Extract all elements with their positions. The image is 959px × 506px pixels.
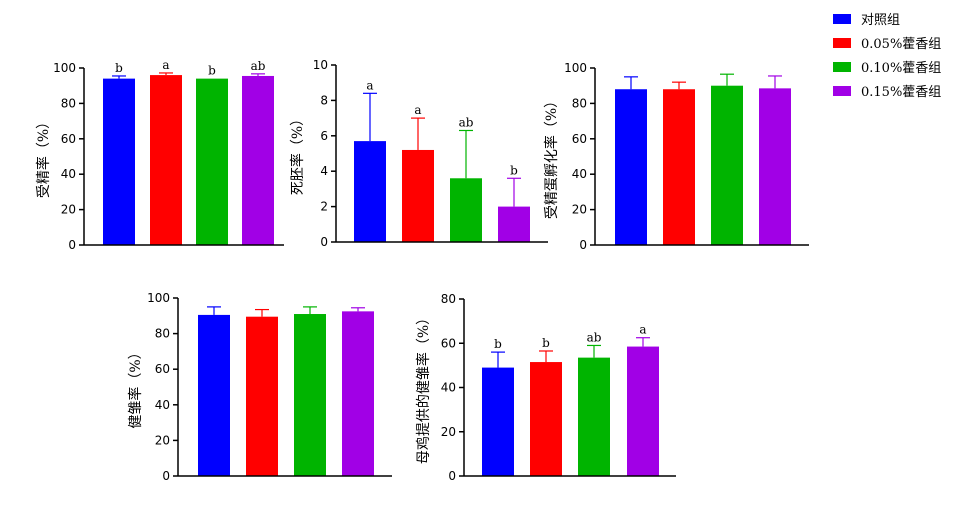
significance-label: a (414, 103, 421, 117)
bar (354, 141, 386, 242)
significance-label: b (510, 163, 518, 177)
y-tick-label: 0 (448, 469, 456, 483)
y-tick-label: 100 (147, 291, 170, 305)
y-tick-label: 10 (313, 58, 328, 72)
y-tick-label: 0 (162, 469, 170, 483)
y-tick-label: 60 (572, 132, 587, 146)
chart-panel: a a ab b 0 2 4 6 8 10 死胚率（%） (289, 58, 548, 249)
y-tick-label: 20 (441, 425, 456, 439)
significance-label: b (494, 337, 502, 351)
bar (246, 316, 278, 476)
chart-panel: b b ab a 0 20 40 60 80 母鸡提供的健雏率（%） (415, 292, 676, 483)
bar (711, 85, 743, 245)
y-axis-title: 死胚率（%） (289, 112, 306, 195)
legend-label: 0.15%藿香组 (861, 85, 941, 100)
bar (450, 178, 482, 242)
y-tick-label: 6 (320, 129, 328, 143)
y-tick-label: 20 (572, 203, 587, 217)
bar (498, 206, 530, 242)
significance-label: ab (459, 115, 474, 129)
bar (242, 75, 274, 245)
bar (103, 78, 135, 246)
legend-swatch (833, 14, 851, 24)
legend-swatch (833, 62, 851, 72)
bar (615, 89, 647, 246)
bar (150, 75, 182, 245)
y-tick-label: 40 (155, 398, 170, 412)
legend-label: 0.10%藿香组 (861, 61, 941, 76)
significance-label: a (639, 323, 646, 337)
significance-label: b (115, 61, 123, 75)
bar (402, 149, 434, 242)
legend-item: 0.15%藿香组 (833, 85, 941, 100)
significance-label: a (162, 58, 169, 72)
bar (627, 346, 659, 476)
legend-swatch (833, 86, 851, 96)
y-tick-label: 60 (61, 132, 76, 146)
y-tick-label: 2 (320, 200, 328, 214)
y-tick-label: 0 (579, 238, 587, 252)
chart-panel: 0 20 40 60 80 100 受精蛋孵化率（%） (543, 61, 809, 252)
y-tick-label: 80 (155, 327, 170, 341)
bar (196, 78, 228, 246)
y-tick-label: 80 (572, 96, 587, 110)
y-tick-label: 8 (320, 93, 328, 107)
bar (530, 362, 562, 476)
y-tick-label: 100 (564, 61, 587, 75)
legend-label: 0.05%藿香组 (861, 37, 941, 52)
bar (663, 89, 695, 246)
significance-label: ab (251, 59, 266, 73)
bar (578, 357, 610, 476)
legend-item: 0.10%藿香组 (833, 61, 941, 76)
y-axis-title: 受精率（%） (35, 115, 52, 198)
y-axis-title: 受精蛋孵化率（%） (543, 94, 560, 219)
significance-label: b (208, 64, 216, 78)
chart-panel: 0 20 40 60 80 100 健雏率（%） (127, 291, 392, 483)
y-tick-label: 0 (320, 235, 328, 249)
bar (482, 367, 514, 476)
y-tick-label: 20 (155, 433, 170, 447)
y-tick-label: 4 (320, 164, 328, 178)
significance-label: a (366, 78, 373, 92)
legend-item: 0.05%藿香组 (833, 37, 941, 52)
y-tick-label: 60 (441, 336, 456, 350)
significance-label: ab (587, 330, 602, 344)
legend-swatch (833, 38, 851, 48)
bar (342, 311, 374, 476)
y-tick-label: 40 (61, 167, 76, 181)
y-tick-label: 80 (61, 96, 76, 110)
bar (759, 88, 791, 245)
legend-item: 对照组 (833, 13, 900, 28)
y-tick-label: 80 (441, 292, 456, 306)
y-tick-label: 60 (155, 362, 170, 376)
y-tick-label: 40 (441, 381, 456, 395)
y-axis-title: 健雏率（%） (127, 345, 144, 428)
y-tick-label: 100 (53, 61, 76, 75)
bar (294, 314, 326, 476)
legend: 对照组 0.05%藿香组 0.10%藿香组 0.15%藿香组 (833, 13, 941, 100)
y-axis-title: 母鸡提供的健雏率（%） (415, 311, 432, 464)
y-tick-label: 0 (68, 238, 76, 252)
bar (198, 314, 230, 476)
y-tick-label: 20 (61, 203, 76, 217)
legend-label: 对照组 (861, 13, 900, 28)
y-tick-label: 40 (572, 167, 587, 181)
significance-label: b (542, 336, 550, 350)
